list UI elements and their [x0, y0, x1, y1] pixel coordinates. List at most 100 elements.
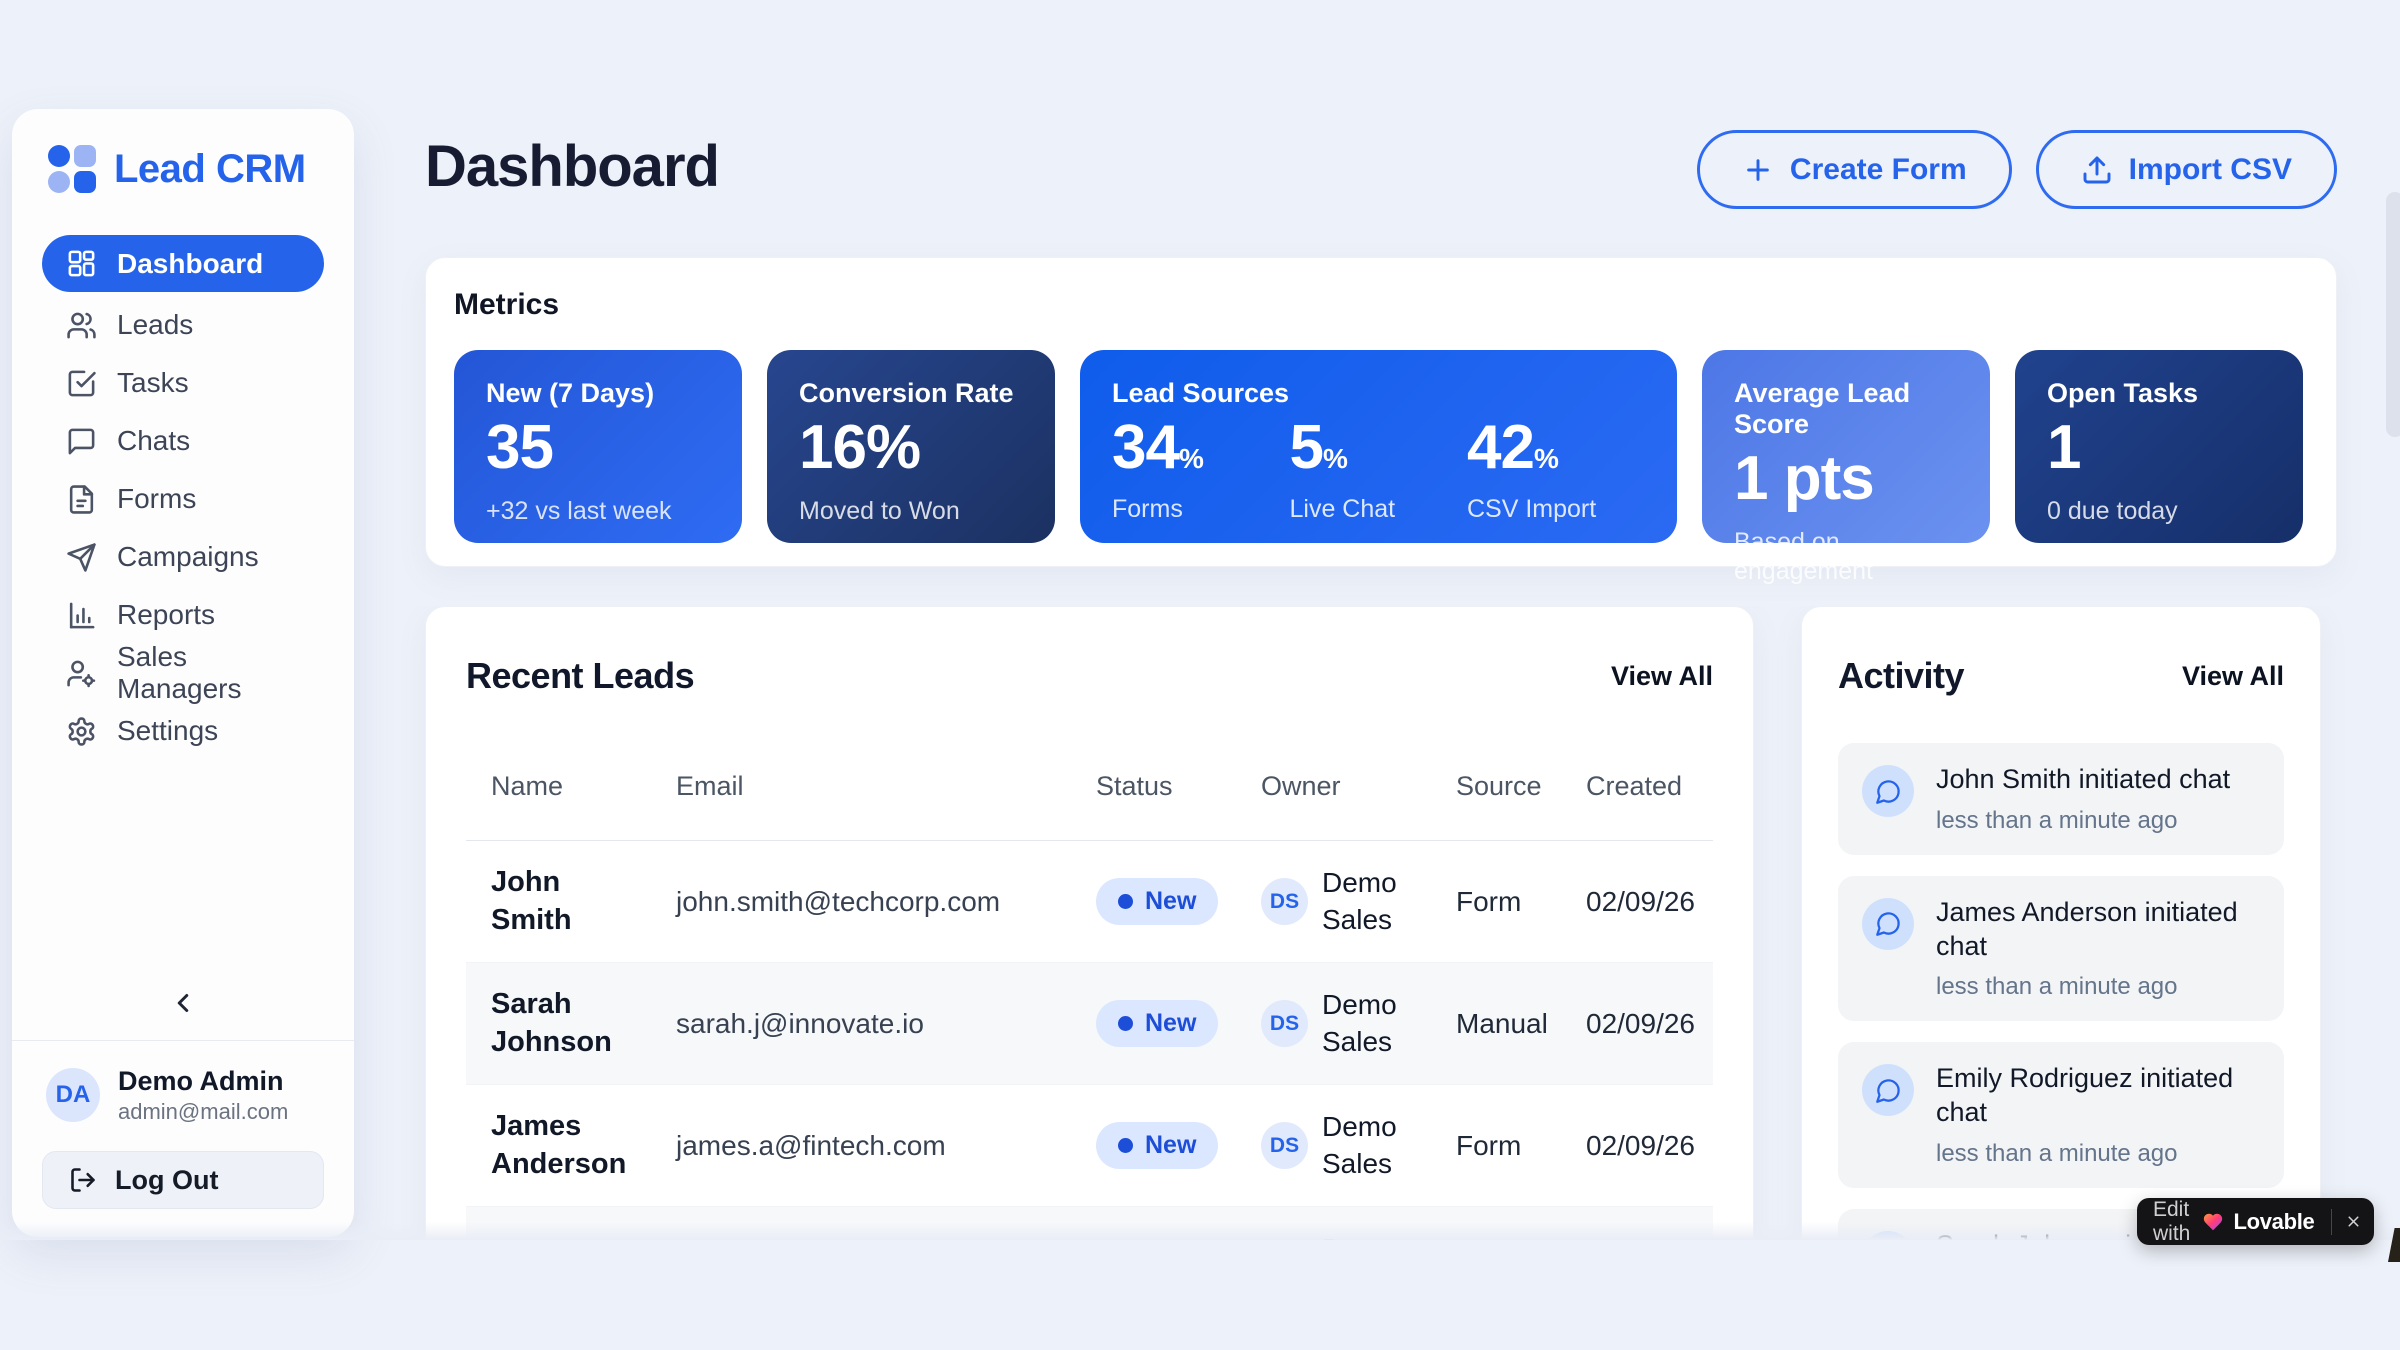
metrics-title: Metrics [454, 288, 560, 321]
column-header-source: Source [1456, 771, 1542, 801]
column-header-email: Email [676, 771, 744, 801]
sidebar-item-label: Campaigns [117, 541, 259, 572]
leads-table-header: Name Email Status Owner Source Created [466, 749, 1713, 841]
chat-bubble-icon [1862, 897, 1914, 950]
header-actions: Create Form Import CSV [1696, 130, 2337, 209]
metric-title: Conversion Rate [799, 378, 1014, 408]
list-item[interactable]: John Smith initiated chat less than a min… [1838, 743, 2284, 855]
sidebar-item-label: Chats [117, 425, 191, 456]
sidebar-item-settings[interactable]: Settings [42, 706, 324, 756]
leads-table: Name Email Status Owner Source Created J… [466, 749, 1713, 1240]
lovable-heart-icon [2202, 1211, 2224, 1233]
import-csv-button[interactable]: Import CSV [2035, 130, 2337, 209]
bar-chart-icon [69, 602, 95, 628]
lead-crm-logo-icon [48, 145, 96, 193]
user-gear-icon [67, 660, 96, 687]
activity-title: Activity [1838, 655, 1965, 696]
brand-name: Lead CRM [114, 146, 306, 191]
table-row[interactable]: John Smith john.smith@techcorp.com New D… [466, 841, 1713, 963]
metric-card-lead-sources: Lead Sources 34% Forms 5% Live Chat 42% … [1080, 350, 1677, 543]
metric-subtitle: Based on engagement [1734, 528, 1874, 585]
metric-title: Average Lead Score [1734, 378, 1911, 439]
activity-view-all-link[interactable]: View All [2181, 660, 2284, 691]
list-item[interactable]: James Anderson initiated chat less than a… [1838, 875, 2284, 1022]
metric-subtitle: +32 vs last week [486, 497, 672, 525]
user-email: admin@mail.com [118, 1099, 289, 1124]
chat-square-icon [68, 428, 95, 454]
lead-source-live-chat: 5% Live Chat [1289, 413, 1396, 524]
metric-title: New (7 Days) [486, 378, 655, 408]
dashboard-icon [68, 250, 95, 277]
import-csv-label: Import CSV [2128, 152, 2292, 186]
sidebar-item-label: Tasks [117, 367, 189, 398]
send-icon [67, 542, 96, 572]
table-row[interactable]: Sarah Johnson sarah.j@innovate.io New DS… [466, 963, 1713, 1085]
activity-text: Emily Rodriguez initiated chat [1936, 1063, 2234, 1127]
create-form-label: Create Form [1789, 152, 1967, 186]
sidebar-item-campaigns[interactable]: Campaigns [42, 532, 324, 582]
logout-button[interactable]: Log Out [42, 1151, 324, 1209]
lovable-badge: Edit with Lovable [2137, 1198, 2374, 1245]
owner-name: Demo Sales [1322, 1231, 1412, 1240]
metric-card-conversion-rate: Conversion Rate 16% Moved to Won [767, 350, 1055, 543]
logout-label: Log Out [115, 1164, 219, 1195]
column-header-name: Name [491, 771, 564, 801]
status-dot-icon [1118, 894, 1133, 909]
upload-icon [2083, 156, 2111, 183]
sidebar-item-leads[interactable]: Leads [42, 300, 324, 350]
plus-icon [1747, 158, 1769, 181]
metric-subtitle: 0 due today [2047, 497, 2178, 525]
lead-email: john.smith@techcorp.com [676, 885, 1001, 917]
lead-source-csv-import: 42% CSV Import [1466, 413, 1597, 524]
lead-source: Manual [1456, 1007, 1548, 1039]
close-icon[interactable] [2345, 1208, 2362, 1236]
lovable-brand: Lovable [2233, 1208, 2315, 1234]
users-icon [67, 312, 96, 338]
sidebar-item-forms[interactable]: Forms [42, 474, 324, 524]
sidebar-nav: Dashboard Leads Tasks Chats Forms Campai… [42, 235, 324, 756]
activity-time: less than a minute ago [1936, 1139, 2178, 1167]
avatar: DA [46, 1067, 100, 1122]
divider [2331, 1208, 2332, 1235]
lead-source-forms: 34% Forms [1112, 413, 1204, 524]
recent-leads-card: Recent Leads View All Name Email Status … [425, 606, 1754, 1240]
metric-value: 1 pts [1734, 444, 1875, 513]
sidebar-item-sales-managers[interactable]: Sales Managers [42, 641, 324, 704]
status-badge: New [1096, 878, 1219, 925]
metric-card-open-tasks: Open Tasks 1 0 due today [2015, 350, 2303, 543]
metric-value: 35 [486, 413, 554, 482]
column-header-status: Status [1096, 771, 1173, 801]
lead-created: 02/09/26 [1586, 1007, 1695, 1039]
logout-icon [71, 1168, 95, 1192]
sidebar-item-dashboard[interactable]: Dashboard [42, 235, 324, 292]
chat-bubble-icon [1862, 1230, 1914, 1240]
sidebar-item-reports[interactable]: Reports [42, 590, 324, 640]
page-title: Dashboard [425, 134, 720, 199]
lead-created: 02/09/26 [1586, 1129, 1695, 1161]
sidebar-item-chats[interactable]: Chats [42, 416, 324, 466]
check-square-icon [68, 370, 96, 396]
metrics-panel: Metrics New (7 Days) 35 +32 vs last week… [425, 257, 2337, 585]
scrollbar-thumb[interactable] [2386, 192, 2400, 437]
create-form-button[interactable]: Create Form [1696, 130, 2012, 209]
sidebar-item-label: Dashboard [117, 247, 264, 279]
lead-source: Form [1456, 885, 1522, 917]
brand: Lead CRM [42, 145, 324, 193]
table-row[interactable]: James Anderson james.a@fintech.com New D… [466, 1085, 1713, 1207]
lovable-prefix: Edit with [2153, 1197, 2191, 1245]
table-row[interactable]: Alexandra New Demo Sales [466, 1207, 1713, 1240]
status-badge: New [1096, 1122, 1219, 1169]
chat-bubble-icon [1862, 1064, 1914, 1117]
metric-title: Open Tasks [2047, 378, 2199, 408]
metric-value: 16% [799, 413, 921, 482]
status-dot-icon [1118, 1138, 1133, 1153]
user-name: Demo Admin [118, 1065, 284, 1096]
recent-leads-view-all-link[interactable]: View All [1610, 660, 1713, 691]
lower-content: Recent Leads View All Name Email Status … [0, 606, 2400, 1240]
sidebar-collapse-button[interactable] [168, 988, 198, 1018]
list-item[interactable]: Emily Rodriguez initiated chat less than … [1838, 1042, 2284, 1188]
sidebar-item-tasks[interactable]: Tasks [42, 358, 324, 408]
lead-email: sarah.j@innovate.io [676, 1007, 924, 1039]
lead-name: John Smith [491, 865, 572, 936]
user-profile: DA Demo Admin admin@mail.com [42, 1065, 324, 1125]
